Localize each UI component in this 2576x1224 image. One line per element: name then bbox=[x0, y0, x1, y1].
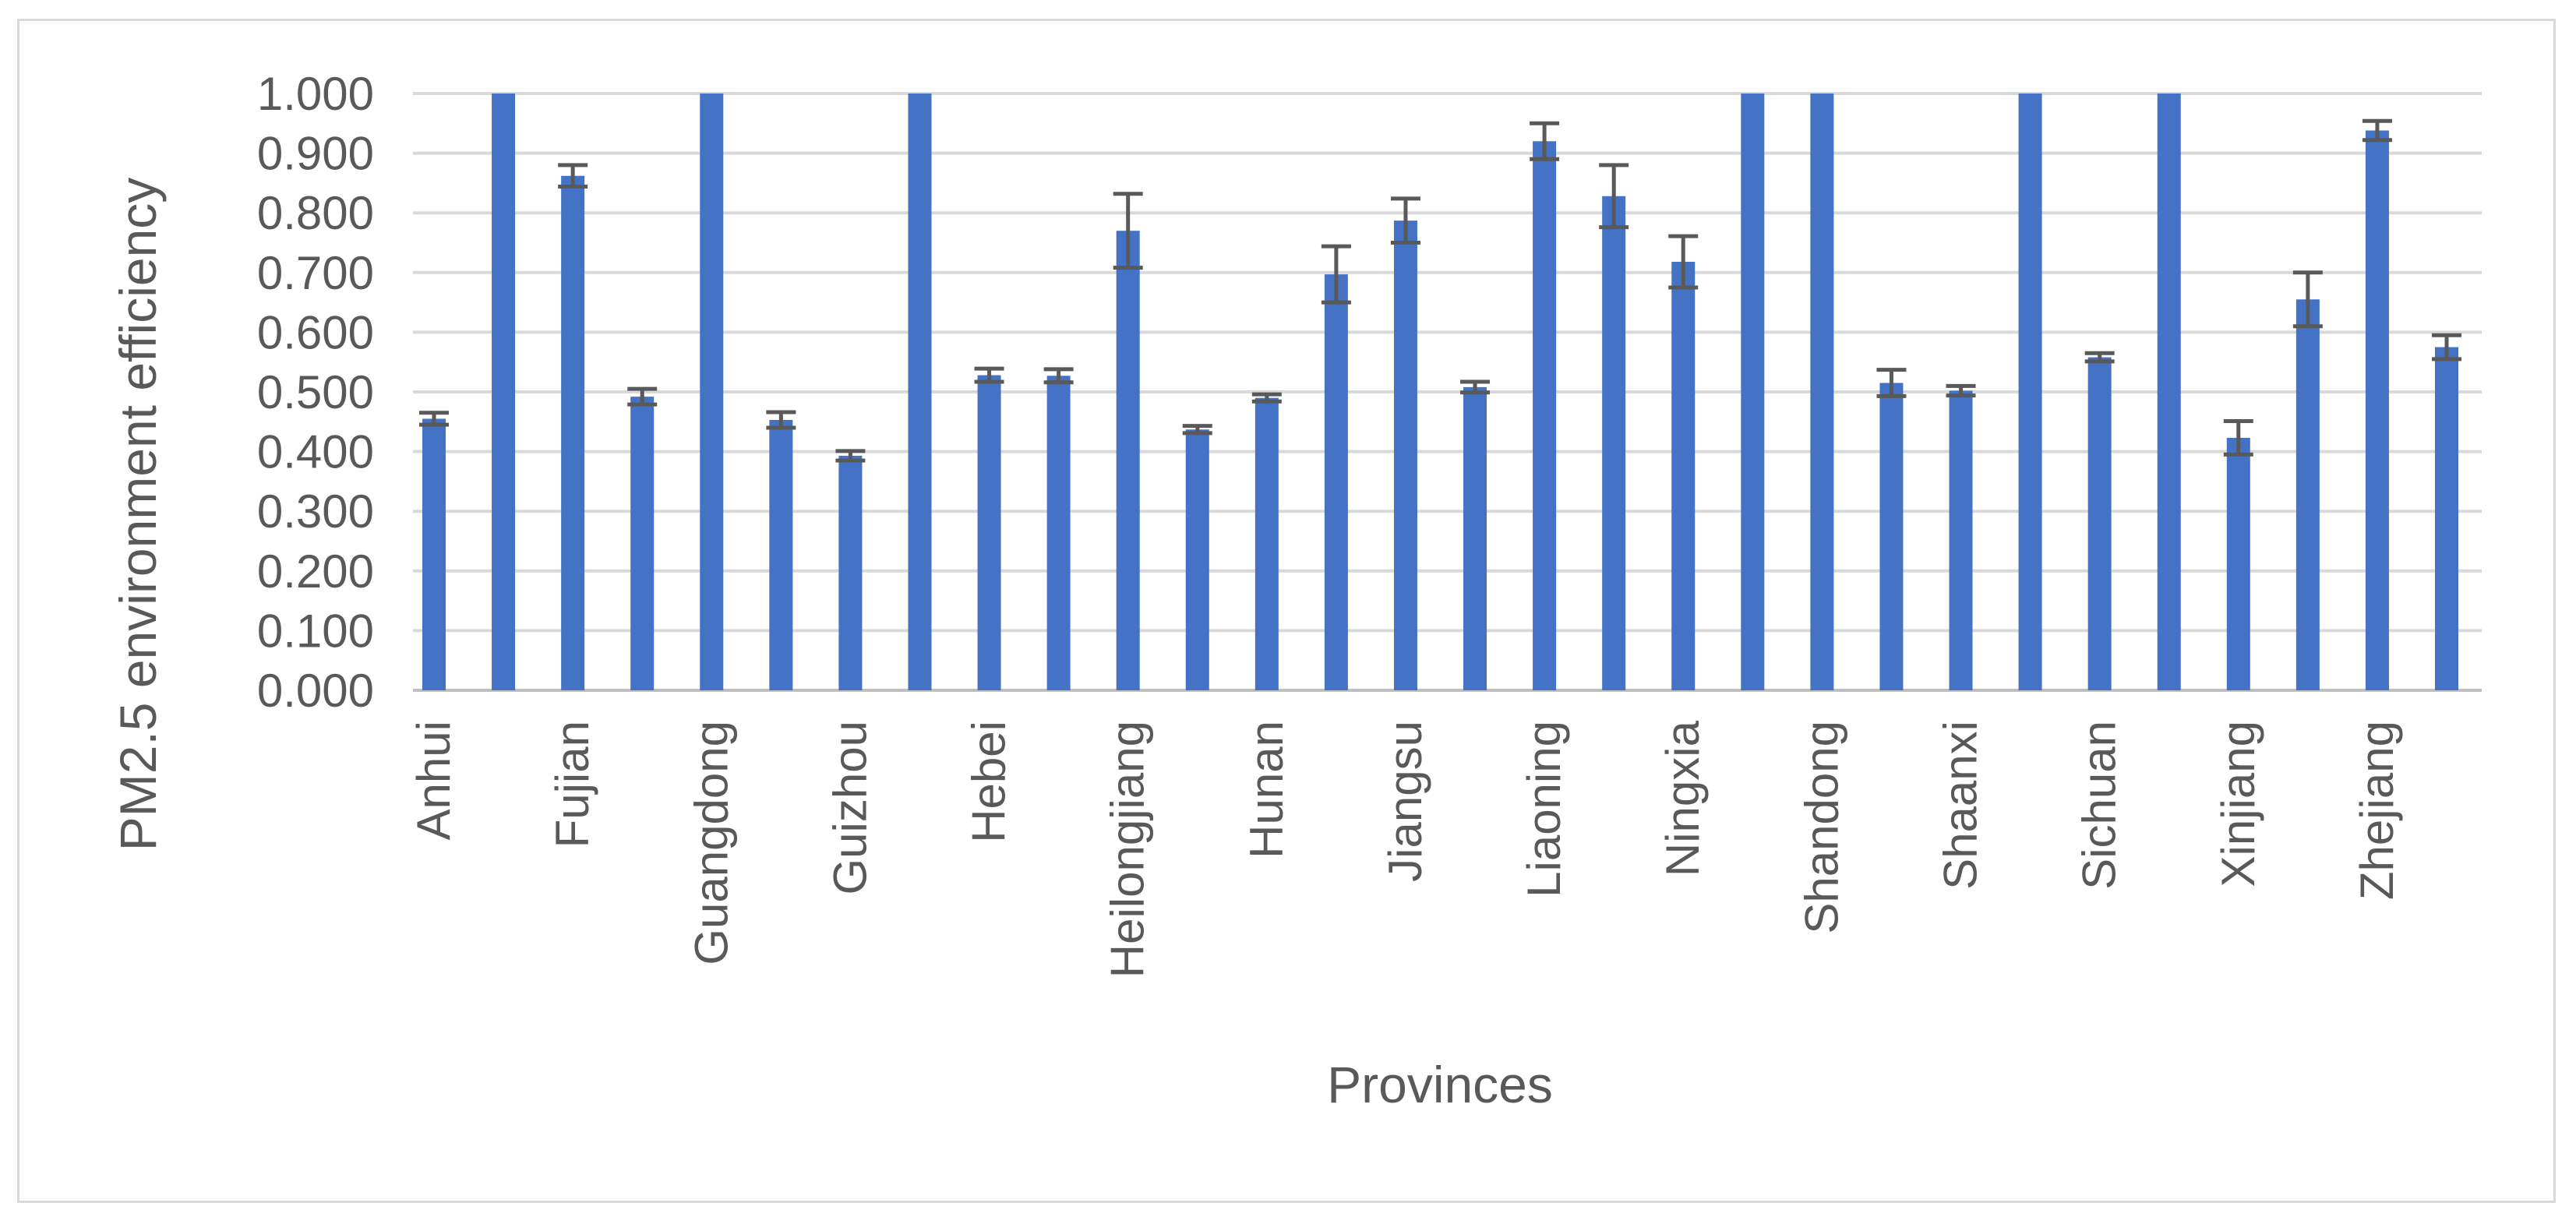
error-bar bbox=[1251, 392, 1282, 404]
error-bar bbox=[2084, 351, 2115, 364]
error-bar bbox=[1946, 383, 1976, 398]
bar bbox=[1741, 93, 1765, 690]
bar bbox=[492, 93, 516, 690]
x-tick-label: Ningxia bbox=[1657, 720, 1709, 877]
x-tick-label: Guizhou bbox=[824, 721, 876, 894]
y-tick-label: 0.000 bbox=[257, 665, 374, 717]
error-bar bbox=[627, 386, 658, 407]
bar bbox=[2365, 130, 2389, 690]
bar bbox=[1671, 262, 1696, 691]
y-tick-label: 1.000 bbox=[257, 68, 374, 120]
x-tick-label: Fujian bbox=[546, 721, 598, 848]
y-tick-label: 0.600 bbox=[257, 306, 374, 358]
bar bbox=[1949, 390, 1973, 690]
x-tick-label: Zhejiang bbox=[2351, 721, 2403, 900]
x-tick-labels: Anhui Fujian Guangdong Guizhou Hebei Heilongj… bbox=[408, 720, 2403, 978]
bar bbox=[2157, 93, 2181, 690]
error-bar bbox=[419, 411, 449, 427]
bar bbox=[2018, 93, 2042, 690]
bar bbox=[1393, 220, 1417, 691]
bar bbox=[1046, 376, 1071, 690]
bar bbox=[422, 418, 446, 690]
x-tick-label: Guangdong bbox=[685, 721, 737, 965]
x-tick-label: Shandong bbox=[1795, 721, 1847, 934]
x-tick-label: Shaanxi bbox=[1935, 721, 1987, 890]
error-bar bbox=[2223, 419, 2253, 457]
bar bbox=[1324, 274, 1348, 690]
bar bbox=[1185, 429, 1209, 690]
bar bbox=[2226, 437, 2250, 690]
y-axis-title: PM2.5 environment efficiency bbox=[109, 178, 167, 852]
x-tick-label: Heilongjiang bbox=[1102, 721, 1154, 978]
x-tick-label: Liaoning bbox=[1518, 721, 1570, 898]
bar bbox=[908, 93, 932, 690]
bar bbox=[1254, 397, 1279, 690]
bar bbox=[838, 455, 863, 690]
error-bar bbox=[974, 366, 1004, 384]
error-bars bbox=[419, 118, 2461, 463]
y-tick-label: 0.200 bbox=[257, 545, 374, 598]
bar bbox=[977, 375, 1001, 690]
x-tick-label: Anhui bbox=[408, 721, 460, 840]
error-bar bbox=[1876, 368, 1907, 398]
bar bbox=[2295, 299, 2320, 690]
bar bbox=[630, 397, 655, 690]
gridlines bbox=[413, 92, 2482, 692]
bar bbox=[1602, 196, 1626, 690]
bar bbox=[1810, 93, 1834, 690]
error-bar bbox=[2362, 118, 2392, 143]
error-bar bbox=[1668, 234, 1699, 290]
error-bar bbox=[1321, 244, 1351, 305]
error-bar bbox=[2292, 270, 2323, 329]
bar bbox=[1116, 231, 1140, 690]
y-tick-labels: 0.000 0.100 0.200 0.300 0.400 0.500 0.600 0.700… bbox=[257, 68, 374, 717]
error-bar bbox=[1460, 379, 1491, 395]
y-tick-label: 0.500 bbox=[257, 366, 374, 418]
bar bbox=[2087, 357, 2112, 690]
x-tick-label: Xinjiang bbox=[2212, 721, 2264, 887]
error-bar bbox=[766, 410, 796, 430]
bars bbox=[422, 93, 2458, 691]
error-bar bbox=[558, 163, 588, 189]
x-tick-label: Hunan bbox=[1240, 721, 1293, 859]
error-bar bbox=[1113, 192, 1143, 270]
error-bar bbox=[2432, 333, 2461, 362]
error-bar bbox=[1182, 424, 1212, 436]
y-tick-label: 0.100 bbox=[257, 605, 374, 657]
bar bbox=[769, 420, 793, 690]
bar bbox=[561, 175, 585, 690]
error-bar bbox=[835, 449, 866, 463]
bar bbox=[1879, 383, 1904, 690]
bar bbox=[1463, 386, 1487, 690]
y-tick-label: 0.900 bbox=[257, 128, 374, 180]
x-tick-label: Hebei bbox=[963, 721, 1015, 843]
error-bar bbox=[1390, 196, 1420, 245]
bar bbox=[2435, 347, 2458, 690]
y-tick-label: 0.400 bbox=[257, 426, 374, 478]
error-bar bbox=[1530, 121, 1560, 161]
y-tick-label: 0.300 bbox=[257, 485, 374, 538]
y-tick-label: 0.700 bbox=[257, 247, 374, 299]
x-tick-label: Sichuan bbox=[2073, 721, 2126, 890]
error-bar bbox=[1599, 163, 1629, 230]
bar bbox=[1533, 141, 1557, 690]
y-tick-label: 0.800 bbox=[257, 187, 374, 239]
error-bar bbox=[1043, 367, 1074, 385]
x-tick-label: Jiangsu bbox=[1379, 721, 1431, 882]
x-axis-title: Provinces bbox=[1327, 1056, 1553, 1113]
bar bbox=[700, 93, 724, 690]
